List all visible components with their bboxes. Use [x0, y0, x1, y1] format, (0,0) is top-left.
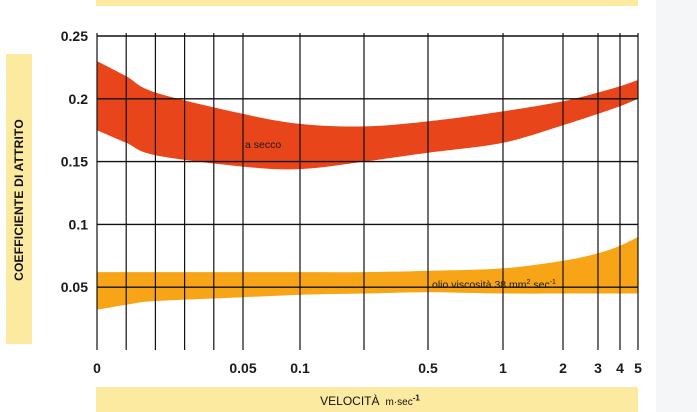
- y-tick-label: 0.05: [61, 279, 88, 295]
- annotation-a-secco: a secco: [245, 139, 281, 151]
- x-axis-label-band: [96, 387, 638, 412]
- y-tick-label: 0.25: [61, 28, 88, 44]
- y-axis-label-band: [6, 54, 32, 344]
- y-tick-label: 0.1: [69, 216, 89, 232]
- x-tick-label: 1: [499, 360, 507, 376]
- x-axis-title: VELOCITÀ: [320, 394, 380, 409]
- band-a-secco: [97, 61, 638, 170]
- x-tick-label: 0.5: [418, 360, 438, 376]
- x-tick-label: 4: [616, 360, 624, 376]
- x-axis-unit-exponent: -1: [412, 393, 420, 403]
- x-axis-label: VELOCITÀ m·sec-1: [320, 394, 420, 408]
- x-tick-label: 0.1: [290, 360, 310, 376]
- top-decorative-band: [96, 0, 638, 6]
- x-tick-label: 0.05: [229, 360, 256, 376]
- x-tick-label: 3: [594, 360, 602, 376]
- x-axis-unit-text: m·sec: [385, 397, 413, 409]
- y-tick-label: 0.2: [69, 91, 89, 107]
- y-tick-label: 0.15: [61, 154, 88, 170]
- band-olio: [97, 237, 638, 310]
- x-axis-unit: m·sec-1: [385, 393, 420, 409]
- annotation-olio: olio viscosità 38 mm2 sec-1: [432, 279, 556, 291]
- x-tick-label: 2: [559, 360, 567, 376]
- x-tick-label: 0: [93, 360, 101, 376]
- x-tick-label: 5: [634, 360, 642, 376]
